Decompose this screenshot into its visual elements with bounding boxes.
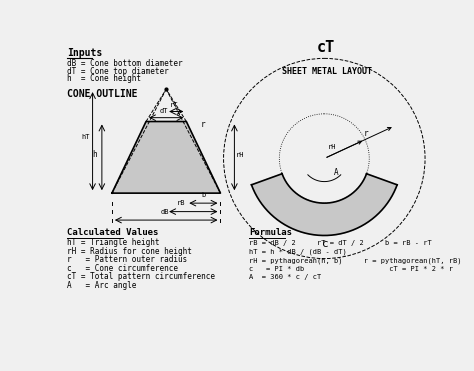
Text: h  = Cone height: h = Cone height (67, 75, 141, 83)
Text: c   = Cone circumference: c = Cone circumference (67, 264, 178, 273)
Text: b: b (201, 192, 205, 198)
Text: A   = Arc angle: A = Arc angle (67, 281, 137, 290)
Text: Calculated Values: Calculated Values (67, 229, 158, 237)
Text: r   = Pattern outer radius: r = Pattern outer radius (67, 255, 187, 265)
Text: rH: rH (328, 144, 336, 150)
Text: rB: rB (177, 200, 185, 206)
Text: SHEET METAL LAYOUT: SHEET METAL LAYOUT (282, 67, 372, 76)
Text: dB: dB (161, 209, 169, 215)
Text: Inputs: Inputs (67, 48, 102, 58)
Text: CONE OUTLINE: CONE OUTLINE (67, 89, 137, 99)
Text: dB = Cone bottom diameter: dB = Cone bottom diameter (67, 59, 182, 68)
Text: r: r (363, 129, 368, 138)
Text: rH = Radius for cone height: rH = Radius for cone height (67, 247, 192, 256)
Text: cT = Total pattern circumference: cT = Total pattern circumference (67, 272, 215, 281)
Polygon shape (112, 122, 220, 193)
Text: hT: hT (82, 134, 90, 140)
Text: dT: dT (160, 108, 168, 114)
Text: hT = Triangle height: hT = Triangle height (67, 239, 159, 247)
Text: h: h (92, 150, 97, 159)
Text: A  = 360 * c / cT: A = 360 * c / cT (249, 275, 321, 280)
Text: rH: rH (236, 152, 245, 158)
Text: rH = pythagorean(h, b)     r = pythagorean(hT, rB): rH = pythagorean(h, b) r = pythagorean(h… (249, 257, 462, 264)
Polygon shape (252, 174, 397, 236)
Text: Formulas: Formulas (249, 229, 292, 237)
Text: dT = Cone top diameter: dT = Cone top diameter (67, 67, 169, 76)
Text: hT = h * dB / (dB - dT): hT = h * dB / (dB - dT) (249, 249, 347, 256)
Text: c   = PI * db                    cT = PI * 2 * r: c = PI * db cT = PI * 2 * r (249, 266, 453, 272)
Text: cT: cT (317, 40, 335, 55)
Text: rB = dB / 2     rT = dT / 2     b = rB - rT: rB = dB / 2 rT = dT / 2 b = rB - rT (249, 240, 432, 246)
Text: r: r (201, 120, 205, 129)
Text: rT: rT (169, 102, 178, 108)
Text: c: c (322, 239, 329, 249)
Text: A: A (334, 168, 338, 177)
